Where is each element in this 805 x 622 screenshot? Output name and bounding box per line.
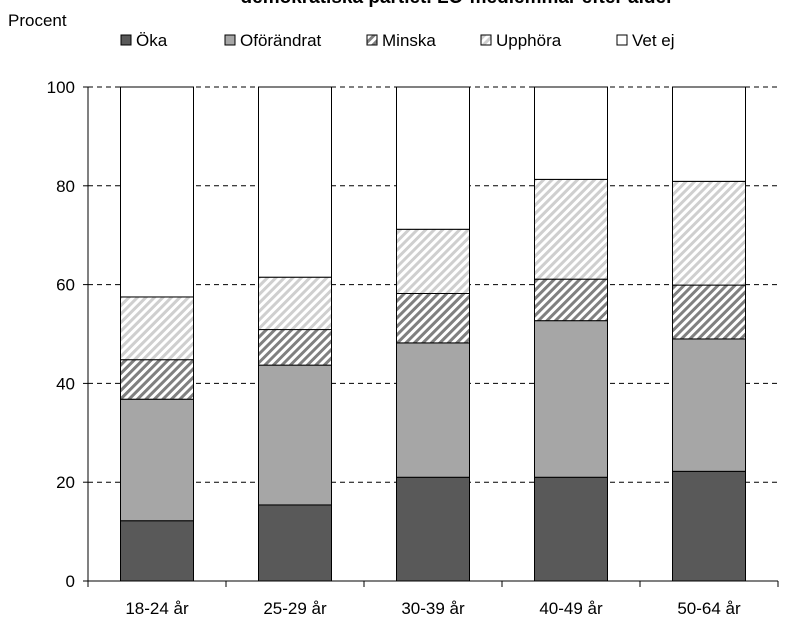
bar-vet-ej-25-29-ar (258, 86, 332, 278)
legend-swatch-minska (366, 34, 378, 46)
bar-upphora-18-24-ar (120, 296, 194, 361)
bar-oka-40-49-ar (534, 476, 608, 582)
x-tick-label: 30-39 år (401, 599, 465, 618)
bar-minska-30-39-ar (396, 292, 470, 344)
legend-label-oforandrat: Oförändrat (240, 31, 322, 50)
bar-oka-18-24-ar (120, 520, 194, 582)
legend-swatch-oka (120, 34, 132, 46)
y-axis-label: Procent (8, 11, 67, 30)
bar-oka-30-39-ar (396, 476, 470, 582)
legend-swatch-oforandrat (224, 34, 236, 46)
bar-vet-ej-40-49-ar (534, 86, 608, 180)
axes (87, 87, 778, 582)
legend-label-vet-ej: Vet ej (632, 31, 675, 50)
y-tick-label: 20 (56, 473, 75, 492)
x-tick-label: 50-64 år (677, 599, 741, 618)
x-tick-label: 18-24 år (125, 599, 189, 618)
y-axis-ticks: 0 20 40 60 80 100 (47, 78, 88, 591)
legend-label-upphora: Upphöra (496, 31, 562, 50)
bar-oka-50-64-ar (672, 470, 746, 582)
legend-swatch-upphora (480, 34, 492, 46)
legend: Öka Oförändrat Minska Upphöra Vet ej (120, 31, 675, 50)
bar-upphora-50-64-ar (672, 180, 746, 286)
x-tick-label: 40-49 år (539, 599, 603, 618)
y-tick-label: 100 (47, 78, 75, 97)
bar-oforandrat-18-24-ar (120, 398, 194, 522)
legend-swatch-vet-ej (616, 34, 628, 46)
y-tick-label: 60 (56, 276, 75, 295)
legend-label-minska: Minska (382, 31, 436, 50)
bar-vet-ej-30-39-ar (396, 86, 470, 230)
bar-upphora-40-49-ar (534, 178, 608, 280)
bars (120, 86, 746, 582)
bar-upphora-30-39-ar (396, 228, 470, 294)
y-tick-label: 40 (56, 374, 75, 393)
bar-minska-18-24-ar (120, 359, 194, 400)
legend-label-oka: Öka (136, 31, 168, 50)
bar-minska-25-29-ar (258, 329, 332, 366)
x-tick-label: 25-29 år (263, 599, 327, 618)
bar-vet-ej-18-24-ar (120, 86, 194, 298)
bar-vet-ej-50-64-ar (672, 86, 746, 182)
bar-minska-50-64-ar (672, 284, 746, 340)
bar-oka-25-29-ar (258, 504, 332, 582)
y-tick-label: 0 (66, 572, 75, 591)
bar-oforandrat-50-64-ar (672, 338, 746, 472)
y-tick-label: 80 (56, 177, 75, 196)
bar-oforandrat-40-49-ar (534, 320, 608, 478)
bar-oforandrat-25-29-ar (258, 364, 332, 506)
x-axis-ticks: 18-24 år 25-29 år 30-39 år 40-49 år 50-64 år (87, 581, 779, 618)
chart-title: demokratiska partiet. LO-medlemmar efter… (241, 0, 675, 8)
bar-upphora-25-29-ar (258, 276, 332, 331)
bar-minska-40-49-ar (534, 278, 608, 322)
bar-oforandrat-30-39-ar (396, 342, 470, 478)
